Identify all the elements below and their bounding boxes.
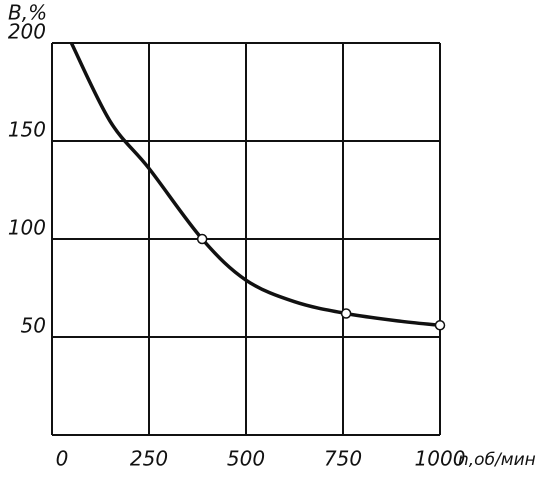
x-tick-label: 0 (56, 447, 69, 471)
data-point (340, 308, 352, 319)
y-tick-label: 200 (8, 20, 46, 44)
curve (69, 42, 441, 327)
data-point (434, 319, 446, 331)
y-axis-label: B,% (8, 1, 47, 25)
y-tick-label: 150 (8, 118, 46, 142)
x-tick-label: 750 (324, 447, 362, 471)
x-tick-label: 500 (227, 447, 265, 471)
y-tick-label: 100 (8, 216, 46, 240)
y-tick-label: 50 (21, 314, 46, 338)
x-axis-label: n,об/мин (458, 450, 536, 470)
x-tick-label: 250 (130, 447, 168, 471)
data-point (196, 233, 208, 245)
x-tick-label: 1000 (415, 447, 466, 471)
